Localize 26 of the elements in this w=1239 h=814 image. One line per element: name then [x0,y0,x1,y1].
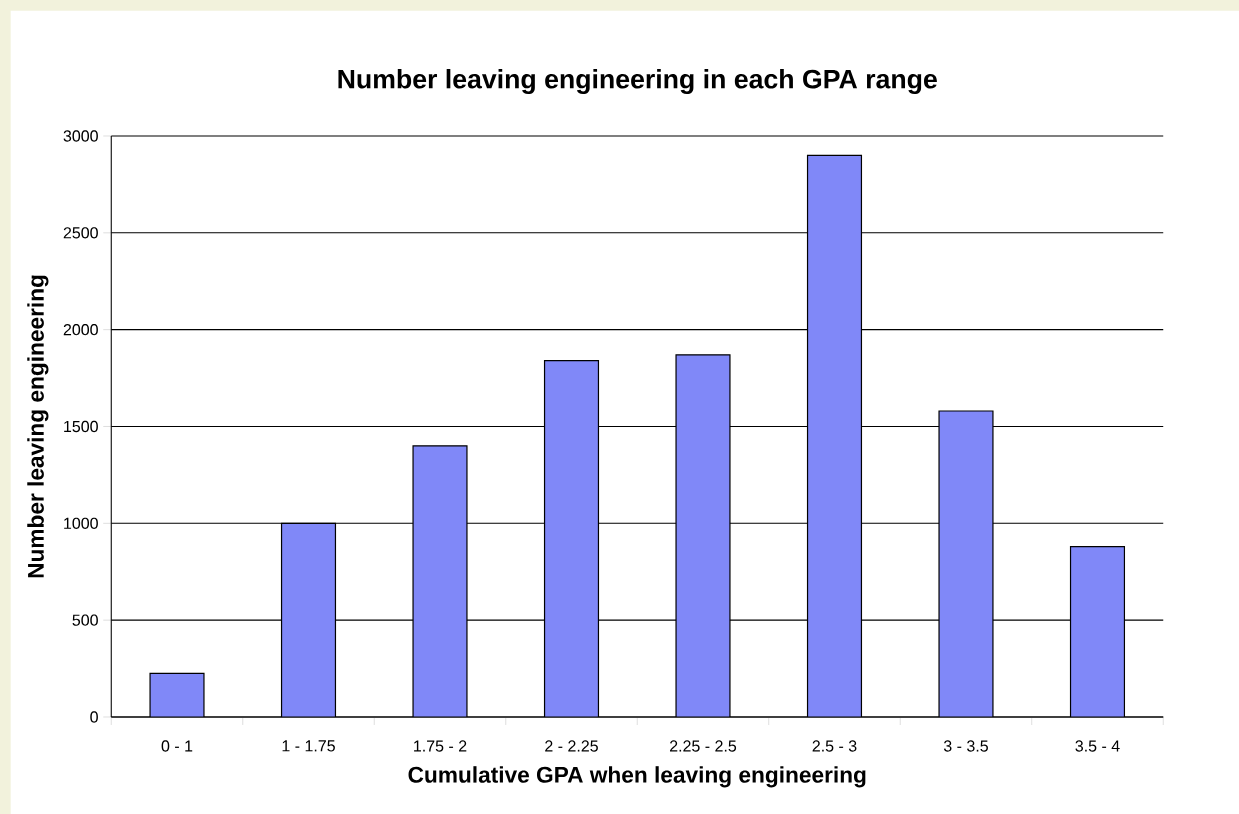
x-tick-label: 2 - 2.25 [545,740,598,752]
y-tick-label: 2500 [63,227,98,239]
bar [280,522,337,717]
y-tick-label: 1000 [64,517,98,529]
x-tick-label: 2.5 - 3 [812,740,857,752]
y-tick-label: 0 [90,711,98,723]
bar [1069,545,1126,717]
bar [149,672,205,717]
x-axis-title: Cumulative GPA when leaving engineering [408,766,866,788]
bar [806,154,863,717]
y-axis-title: Number leaving engineering [27,275,49,578]
x-tick-label: 3.5 - 4 [1075,740,1120,752]
y-tick-label: 1500 [64,420,98,433]
x-tick-label: 2.25 - 2.5 [669,740,737,752]
bar [543,360,600,717]
bar [675,354,731,717]
y-tick-label: 500 [72,614,98,626]
bar [938,410,994,717]
x-tick-label: 1.75 - 2 [414,740,467,752]
x-tick-label: 3 - 3.5 [943,740,988,752]
y-tick-label: 2000 [63,324,98,336]
bar [412,445,468,717]
y-tick-label: 3000 [63,130,98,142]
x-tick-label: 0 - 1 [161,740,193,752]
x-tick-label: 1 - 1.75 [282,740,335,752]
chart-title: Number leaving engineering in each GPA range [338,68,937,94]
